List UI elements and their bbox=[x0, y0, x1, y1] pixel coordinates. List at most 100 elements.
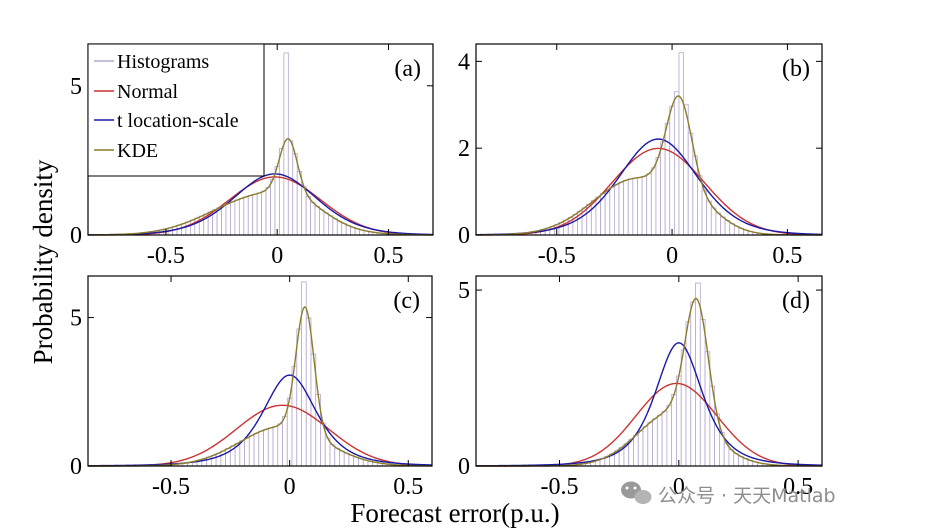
x-tick-label: 0 bbox=[666, 243, 678, 269]
histogram-bar bbox=[661, 410, 668, 467]
y-tick-label: 0 bbox=[458, 454, 470, 480]
x-tick-label: -0.5 bbox=[541, 474, 579, 500]
histogram-bar bbox=[692, 155, 698, 236]
histogram-bar bbox=[650, 167, 657, 236]
histogram-bar bbox=[687, 132, 694, 236]
legend-label-normal: Normal bbox=[117, 81, 179, 103]
histogram-bar bbox=[627, 178, 634, 236]
histogram-bar bbox=[701, 190, 708, 236]
panel-c: -0.5 0 0.5 0 5 (c) bbox=[70, 275, 433, 500]
y-tick-label: 2 bbox=[458, 136, 470, 162]
histogram-bar bbox=[676, 375, 682, 467]
histogram-bar bbox=[248, 435, 255, 467]
histogram-bar bbox=[614, 184, 620, 236]
histogram-bars bbox=[149, 281, 416, 467]
histogram-bar bbox=[647, 422, 653, 467]
wechat-icon bbox=[621, 481, 652, 504]
histogram-bar bbox=[332, 218, 338, 236]
histogram-bar bbox=[221, 205, 227, 236]
panel-a: -0.5 0 0.5 0 5 (a) bbox=[70, 43, 434, 269]
histogram-bar bbox=[666, 404, 673, 467]
histogram-bar bbox=[176, 224, 182, 236]
histogram-bar bbox=[277, 423, 283, 467]
histogram-bar bbox=[256, 192, 263, 236]
histogram-bar bbox=[319, 209, 325, 236]
histogram-bar bbox=[185, 221, 191, 236]
panel-tag: (a) bbox=[394, 56, 421, 82]
histogram-bar bbox=[329, 444, 336, 467]
histogram-bar bbox=[652, 418, 658, 467]
x-tick-label: -0.5 bbox=[152, 474, 190, 500]
watermark: 公众号 · 天天Matlab bbox=[621, 481, 836, 507]
legend-label-histograms: Histograms bbox=[117, 51, 209, 73]
histogram-bar bbox=[230, 201, 236, 236]
histogram-bar bbox=[336, 220, 343, 236]
histogram-bar bbox=[690, 301, 696, 467]
histogram-bar bbox=[305, 196, 311, 236]
x-axis-title: Forecast error(p.u.) bbox=[350, 498, 559, 528]
histogram-bar bbox=[669, 105, 675, 236]
histogram-bar bbox=[253, 432, 260, 467]
kde-curve bbox=[87, 137, 434, 236]
histogram-bar bbox=[272, 426, 279, 467]
panel-tag: (b) bbox=[782, 56, 810, 82]
panel-frame bbox=[475, 275, 823, 467]
histogram-bar bbox=[270, 179, 276, 236]
histogram-bar bbox=[181, 223, 187, 236]
histogram-bar bbox=[267, 427, 274, 467]
histogram-bars bbox=[556, 282, 792, 467]
histogram-bar bbox=[314, 205, 320, 236]
histogram-bar bbox=[341, 223, 347, 236]
x-tick-label: 0 bbox=[673, 474, 685, 500]
histogram-bar bbox=[216, 207, 222, 236]
histogram-bar bbox=[632, 177, 638, 236]
y-tick-label: 5 bbox=[70, 74, 82, 100]
histogram-bar bbox=[263, 428, 269, 467]
t-location-scale-curve bbox=[87, 374, 433, 467]
histogram-bar bbox=[664, 122, 671, 236]
histogram-bar bbox=[618, 181, 625, 236]
y-tick-label: 4 bbox=[458, 49, 470, 75]
histogram-bar bbox=[282, 415, 288, 467]
histogram-bar bbox=[296, 328, 302, 467]
histogram-bar bbox=[633, 434, 639, 467]
histogram-bar bbox=[724, 220, 731, 236]
histogram-bar bbox=[655, 157, 661, 236]
histogram-bar bbox=[660, 141, 666, 236]
x-tick-label: 0.5 bbox=[783, 474, 813, 500]
legend-label-kde: KDE bbox=[117, 140, 158, 162]
histogram-bar bbox=[715, 212, 721, 236]
histogram-bar bbox=[292, 153, 298, 236]
histogram-bar bbox=[646, 173, 652, 236]
histogram-bar bbox=[673, 91, 680, 236]
panel-d: -0.5 0 0.5 0 5 (d) bbox=[458, 275, 823, 500]
histogram-bar bbox=[327, 215, 334, 236]
y-axis-title: Probability density bbox=[28, 159, 58, 364]
histogram-bar bbox=[296, 171, 303, 236]
histogram-bar bbox=[683, 104, 689, 236]
histogram-bar bbox=[305, 317, 312, 467]
panels: -0.5 0 0.5 0 5 (a) -0.5 0 0.5 0 2 4 (b) -0.5 0 0.5 0 5 (c)… bbox=[70, 43, 823, 500]
legend-box bbox=[87, 43, 265, 177]
histogram-bar bbox=[225, 203, 231, 236]
histogram-bar bbox=[623, 179, 629, 236]
histogram-bar bbox=[343, 452, 350, 467]
histogram-bar bbox=[279, 148, 285, 236]
histogram-bar bbox=[243, 196, 249, 236]
histogram-bar bbox=[310, 201, 316, 236]
histogram-bar bbox=[609, 186, 615, 236]
histogram-bar bbox=[287, 140, 294, 236]
panel-tag: (c) bbox=[393, 288, 420, 314]
x-tick-label: 0.5 bbox=[373, 243, 403, 269]
legend: Histograms Normal t location-scale KDE bbox=[87, 43, 265, 177]
histogram-bars bbox=[494, 52, 781, 236]
histogram-bar bbox=[301, 281, 307, 467]
x-tick-label: -0.5 bbox=[538, 243, 576, 269]
panel-frame bbox=[87, 275, 433, 467]
histogram-bar bbox=[685, 321, 692, 467]
watermark-text: 公众号 · 天天Matlab bbox=[658, 485, 836, 507]
x-tick-label: -0.5 bbox=[147, 243, 185, 269]
histogram-bar bbox=[680, 349, 687, 467]
kde-curve bbox=[475, 95, 822, 236]
x-tick-label: 0 bbox=[271, 243, 283, 269]
